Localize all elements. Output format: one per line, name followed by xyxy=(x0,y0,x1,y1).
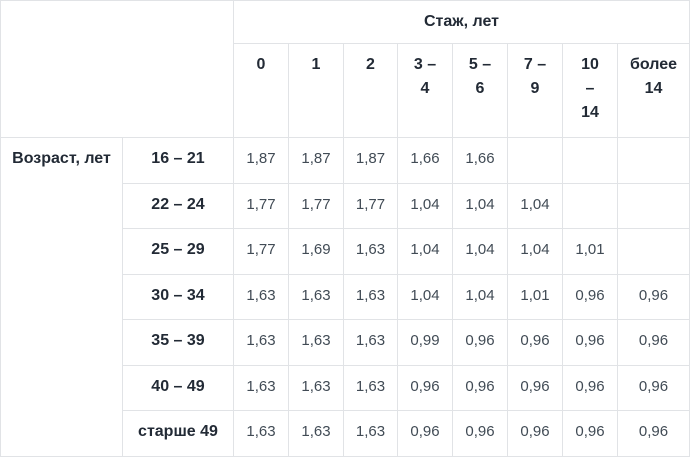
coefficient-cell: 0,96 xyxy=(617,273,690,321)
coefficient-cell: 1,04 xyxy=(452,228,508,275)
corner-cell xyxy=(0,0,234,138)
coefficient-cell: 0,96 xyxy=(617,410,690,457)
coefficient-cell: 1,63 xyxy=(343,364,398,412)
coefficient-cell: 1,63 xyxy=(233,273,289,321)
coefficient-cell: 1,63 xyxy=(288,273,344,321)
coefficient-cell: 0,96 xyxy=(397,410,453,457)
coefficient-cell: 1,63 xyxy=(288,364,344,412)
experience-column-header-more-14: более 14 xyxy=(617,43,690,138)
age-row-header: 35 – 39 xyxy=(122,319,234,366)
coefficient-cell: 1,63 xyxy=(288,410,344,457)
experience-column-header-1: 1 xyxy=(288,43,344,138)
table-row: Возраст, лет 16 – 21 1,87 1,87 1,87 1,66… xyxy=(0,137,690,457)
coefficient-cell: 1,04 xyxy=(507,182,563,230)
coefficient-cell: 1,87 xyxy=(233,137,289,184)
coefficient-cell: 1,04 xyxy=(452,273,508,321)
coefficient-cell: 1,87 xyxy=(288,137,344,184)
experience-column-header-7-9: 7 – 9 xyxy=(507,43,563,138)
coefficient-cell: 0,96 xyxy=(507,319,563,366)
coefficient-cell: 1,69 xyxy=(288,228,344,275)
coefficient-cell: 1,87 xyxy=(343,137,398,184)
coefficient-cell: 1,77 xyxy=(343,182,398,230)
coefficient-cell: 0,99 xyxy=(397,319,453,366)
coefficient-cell: 1,77 xyxy=(288,182,344,230)
coefficient-cell: 1,66 xyxy=(397,137,453,184)
coefficient-cell: 0,96 xyxy=(452,364,508,412)
coefficient-cell xyxy=(617,228,690,275)
coefficient-cell: 0,96 xyxy=(562,273,618,321)
experience-column-header-3-4: 3 – 4 xyxy=(397,43,453,138)
coefficient-cell: 1,63 xyxy=(343,410,398,457)
coefficient-cell: 0,96 xyxy=(452,319,508,366)
age-row-header: 25 – 29 xyxy=(122,228,234,275)
coefficient-cell xyxy=(617,137,690,184)
coefficient-cell: 0,96 xyxy=(562,319,618,366)
coefficient-cell: 1,63 xyxy=(343,228,398,275)
table-row: 40 – 49 1,63 1,63 1,63 0,96 0,96 0,96 0,… xyxy=(1,364,690,412)
coefficient-cell: 0,96 xyxy=(507,364,563,412)
coefficient-cell xyxy=(507,137,563,184)
coefficient-cell: 0,96 xyxy=(452,410,508,457)
coefficient-cell xyxy=(562,137,618,184)
experience-column-header-0: 0 xyxy=(233,43,289,138)
coefficient-cell: 0,96 xyxy=(617,319,690,366)
coefficient-cell: 1,04 xyxy=(452,182,508,230)
coefficient-cell: 1,66 xyxy=(452,137,508,184)
experience-column-header-2: 2 xyxy=(343,43,398,138)
coefficient-cell: 1,04 xyxy=(397,228,453,275)
coefficient-cell: 0,96 xyxy=(562,364,618,412)
coefficient-cell: 0,96 xyxy=(397,364,453,412)
age-group-header: Возраст, лет xyxy=(0,137,123,457)
coefficient-cell xyxy=(562,182,618,230)
coefficient-cell: 1,63 xyxy=(288,319,344,366)
column-header-row: 0 1 2 3 – 4 5 – 6 7 – 9 10 – 14 более 14 xyxy=(1,43,690,138)
age-row-header: 22 – 24 xyxy=(122,182,234,230)
coefficient-cell: 1,04 xyxy=(397,273,453,321)
coefficient-cell: 1,04 xyxy=(397,182,453,230)
age-row-header: 30 – 34 xyxy=(122,273,234,321)
coefficient-cell: 0,96 xyxy=(617,364,690,412)
coefficient-cell: 1,77 xyxy=(233,228,289,275)
table-row: старше 49 1,63 1,63 1,63 0,96 0,96 0,96 … xyxy=(1,410,690,457)
coefficient-cell: 1,63 xyxy=(233,410,289,457)
coefficient-cell: 1,63 xyxy=(343,319,398,366)
table-row: 30 – 34 1,63 1,63 1,63 1,04 1,04 1,01 0,… xyxy=(1,273,690,321)
table-row: 25 – 29 1,77 1,69 1,63 1,04 1,04 1,04 1,… xyxy=(1,228,690,275)
coefficient-cell: 0,96 xyxy=(507,410,563,457)
age-row-header: старше 49 xyxy=(122,410,234,457)
table-row: 35 – 39 1,63 1,63 1,63 0,99 0,96 0,96 0,… xyxy=(1,319,690,366)
group-header-row: Стаж, лет xyxy=(0,0,690,138)
experience-group-header: Стаж, лет xyxy=(233,0,690,44)
coefficient-cell: 1,04 xyxy=(507,228,563,275)
coefficient-cell: 1,63 xyxy=(233,319,289,366)
experience-column-header-10-14: 10 – 14 xyxy=(562,43,618,138)
coefficient-cell xyxy=(617,182,690,230)
coefficient-cell: 1,01 xyxy=(507,273,563,321)
coefficient-cell: 1,63 xyxy=(233,364,289,412)
coefficient-cell: 1,77 xyxy=(233,182,289,230)
coefficient-cell: 0,96 xyxy=(562,410,618,457)
age-row-header: 16 – 21 xyxy=(122,137,234,184)
table-row: 22 – 24 1,77 1,77 1,77 1,04 1,04 1,04 xyxy=(1,182,690,230)
coefficient-cell: 1,01 xyxy=(562,228,618,275)
experience-column-header-5-6: 5 – 6 xyxy=(452,43,508,138)
coefficient-cell: 1,63 xyxy=(343,273,398,321)
age-row-header: 40 – 49 xyxy=(122,364,234,412)
